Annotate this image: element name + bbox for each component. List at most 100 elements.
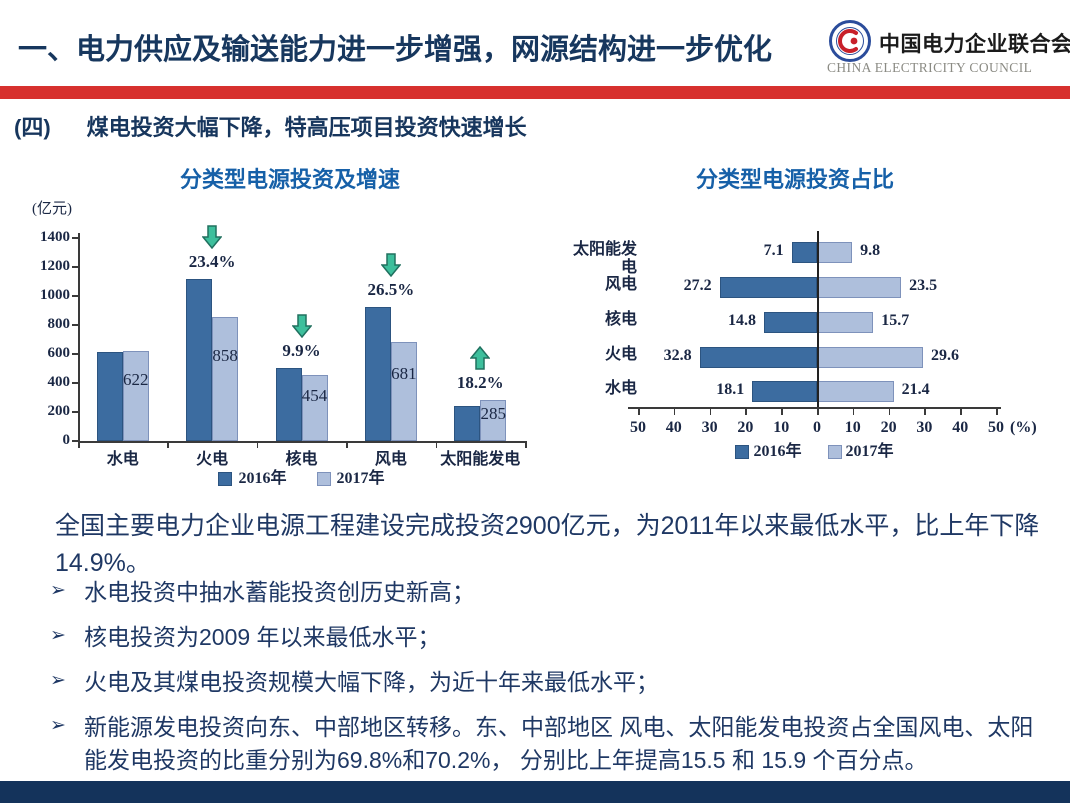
bar-2016 bbox=[719, 276, 817, 298]
bullet-item: ➢ 新能源发电投资向东、中部地区转移。东、中部地区 风电、太阳能发电投资占全国风电… bbox=[50, 711, 1040, 777]
bottom-bar bbox=[0, 781, 1070, 803]
bullet-item: ➢ 水电投资中抽水蓄能投资创历史新高； bbox=[50, 576, 1040, 609]
bar-value-left: 27.2 bbox=[683, 277, 712, 294]
y-tick-label: 200 bbox=[47, 403, 71, 419]
category-label: 风电 bbox=[604, 276, 637, 293]
cec-emblem-icon bbox=[829, 20, 871, 67]
legend-item: 2017年 bbox=[316, 470, 385, 488]
cec-logo: 中国电力企业联合会 CHINA ELECTRICITY COUNCIL bbox=[827, 18, 1070, 80]
bar-value-left: 14.8 bbox=[728, 312, 756, 329]
x-tick bbox=[638, 409, 640, 415]
bar-2016 bbox=[764, 311, 817, 333]
x-tick bbox=[996, 409, 998, 415]
category-label: 核电 bbox=[604, 311, 637, 328]
bar-2016 bbox=[752, 380, 817, 402]
logo-org-name-cn: 中国电力企业联合会 bbox=[879, 33, 1070, 56]
x-tick-label: 30 bbox=[701, 419, 718, 436]
bar-2016 bbox=[791, 241, 817, 263]
legend-label: 2016年 bbox=[753, 443, 802, 460]
bar-2017 bbox=[390, 342, 417, 441]
bar-2016 bbox=[96, 351, 123, 441]
x-category-label: 水电 bbox=[106, 451, 139, 468]
x-category-label: 太阳能发电 bbox=[440, 451, 521, 468]
y-tick-label: 0 bbox=[62, 432, 71, 448]
y-tick-label: 1400 bbox=[40, 229, 70, 245]
grouped-bar-chart-investment: (亿元) 0 200 400 600 800 1000 1200 1400 622 水电 858 23.… bbox=[30, 198, 555, 498]
x-tick bbox=[745, 409, 747, 415]
bar-value-right: 21.4 bbox=[901, 381, 930, 398]
legend-item: 2016年 bbox=[218, 470, 287, 488]
x-tick bbox=[435, 443, 438, 448]
bullet-item: ➢ 核电投资为2009 年以来最低水平； bbox=[50, 621, 1040, 654]
bullet-text: 核电投资为2009 年以来最低水平； bbox=[84, 624, 441, 650]
y-tick-label: 600 bbox=[47, 345, 71, 361]
bullet-arrow-icon: ➢ bbox=[50, 580, 66, 601]
growth-rate-label: 18.2% bbox=[456, 372, 504, 392]
bar-2016 bbox=[454, 406, 481, 441]
x-axis bbox=[78, 441, 527, 443]
y-tick-label: 1200 bbox=[40, 258, 70, 274]
center-axis bbox=[817, 231, 819, 407]
bar-value-label: 454 bbox=[301, 386, 328, 406]
y-tick bbox=[72, 295, 78, 297]
growth-arrow-down-icon bbox=[290, 314, 313, 339]
growth-rate-label: 23.4% bbox=[188, 252, 236, 271]
x-tick-label: 50 bbox=[988, 419, 1004, 436]
lead-paragraph: 全国主要电力企业电源工程建设完成投资2900亿元，为2011年以来最低水平，比上… bbox=[55, 512, 1040, 577]
section-heading-text: 煤电投资大幅下降，特高压项目投资快速增长 bbox=[86, 115, 527, 140]
bar-2016 bbox=[275, 367, 302, 441]
category-label: 太阳能发电 bbox=[572, 241, 637, 276]
legend-item: 2017年 bbox=[827, 443, 894, 461]
bar-2017 bbox=[817, 241, 853, 263]
bullet-arrow-icon: ➢ bbox=[50, 625, 66, 646]
growth-arrow-down-icon bbox=[201, 225, 223, 250]
x-tick bbox=[256, 443, 259, 448]
x-tick-label: 10 bbox=[844, 419, 861, 436]
bullet-arrow-icon: ➢ bbox=[50, 715, 66, 736]
x-tick bbox=[817, 409, 819, 415]
legend-swatch-2017年 bbox=[316, 471, 331, 486]
bar-2017 bbox=[301, 375, 328, 441]
y-tick bbox=[72, 353, 78, 355]
x-tick bbox=[525, 443, 527, 448]
x-tick bbox=[960, 409, 962, 415]
bar-value-label: 858 bbox=[212, 346, 238, 366]
x-category-label: 核电 bbox=[285, 451, 318, 468]
x-tick bbox=[346, 443, 348, 448]
bar-value-label: 681 bbox=[391, 363, 417, 383]
red-divider-bar bbox=[0, 86, 1070, 99]
y-tick-label: 800 bbox=[47, 316, 71, 332]
bar-2016 bbox=[186, 279, 213, 441]
x-tick-label: 10 bbox=[773, 419, 790, 436]
bar-value-left: 7.1 bbox=[763, 242, 784, 259]
y-tick bbox=[72, 324, 78, 326]
y-tick-label: 400 bbox=[47, 374, 71, 390]
y-axis bbox=[78, 233, 80, 441]
bar-value-right: 23.5 bbox=[909, 277, 938, 294]
logo-org-name-en: CHINA ELECTRICITY COUNCIL bbox=[827, 60, 1033, 75]
chart-legend: 2016年 2017年 bbox=[628, 443, 1001, 461]
bar-2017 bbox=[817, 311, 874, 333]
section-heading-prefix: (四) bbox=[14, 115, 51, 140]
x-tick-label: 50 bbox=[630, 419, 646, 436]
diverging-bar-chart-share: 太阳能发电 7.1 9.8 风电 27.2 23.5 核电 14.8 15.7 火电 32.8 29.… bbox=[565, 225, 1070, 470]
chart-legend: 2016年 2017年 bbox=[78, 470, 525, 488]
growth-rate-label: 9.9% bbox=[282, 340, 321, 360]
y-tick bbox=[72, 237, 78, 239]
legend-label: 2017年 bbox=[336, 470, 385, 487]
legend-swatch-2017年 bbox=[827, 444, 842, 459]
growth-arrow-up-icon bbox=[469, 345, 491, 370]
bar-value-label: 285 bbox=[480, 403, 507, 423]
bar-2017 bbox=[817, 276, 902, 298]
bar-2017 bbox=[212, 316, 239, 441]
bar-2017 bbox=[122, 350, 149, 441]
section-heading: (四) 煤电投资大幅下降，特高压项目投资快速增长 bbox=[14, 110, 527, 142]
bullet-item: ➢ 火电及其煤电投资规模大幅下降，为近十年来最低水平； bbox=[50, 666, 1040, 699]
x-tick bbox=[888, 409, 891, 415]
x-tick-label: 20 bbox=[737, 419, 754, 436]
bar-2016 bbox=[364, 306, 391, 441]
bullet-list: ➢ 水电投资中抽水蓄能投资创历史新高； ➢ 核电投资为2009 年以来最低水平； ➢ 火电… bbox=[50, 576, 1040, 789]
legend-item: 2016年 bbox=[735, 443, 802, 461]
bullet-text: 水电投资中抽水蓄能投资创历史新高； bbox=[84, 579, 475, 605]
legend-swatch-2016年 bbox=[735, 444, 750, 459]
